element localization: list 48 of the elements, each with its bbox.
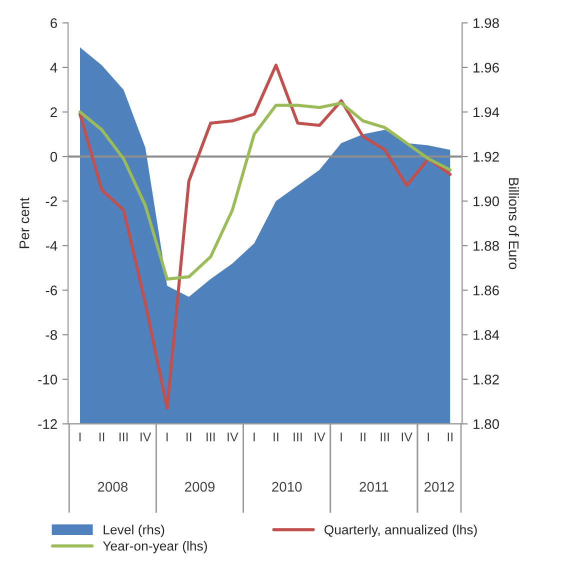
y-tick-label: -12 (38, 419, 57, 429)
x-tick-label: I (79, 432, 81, 442)
x-tick-label: IV (228, 432, 238, 442)
y-tick-label: -6 (46, 286, 58, 296)
y2-tick-label: 1.90 (474, 196, 500, 206)
y-tick-label: 0 (50, 152, 58, 162)
text: 2009 (185, 482, 215, 492)
x-tick-label: III (294, 432, 302, 442)
x-tick-label: II (448, 432, 452, 442)
x-tick-label: IV (402, 432, 412, 442)
x-tick-label: III (380, 432, 389, 442)
y-tick-label: -10 (38, 374, 58, 384)
x-tick-label: II (99, 432, 104, 442)
y2-tick-label: 1.82 (474, 374, 499, 384)
y-tick-label: -2 (46, 196, 57, 206)
legend-label: Year-on-year (lhs) (102, 540, 207, 554)
x-tick-label: III (120, 432, 128, 442)
y2-tick-label: 1.88 (474, 240, 499, 251)
y-tick-label: 4 (50, 62, 58, 72)
legend-label: Quarterly, annualized (lhs) (324, 524, 477, 538)
y2-tick-label: 1.80 (474, 419, 500, 430)
y2-tick-label: 1.86 (474, 286, 499, 296)
y2-tick-label: 1.94 (474, 107, 500, 118)
x-tick-label: I (428, 432, 429, 442)
x-tick-label: I (340, 432, 342, 442)
x-tick-label: IV (140, 432, 152, 442)
text: 2010 (272, 482, 302, 492)
y2-tick-label: 1.84 (474, 330, 500, 340)
y-tick-label: 6 (50, 18, 58, 28)
text: 2008 (98, 482, 128, 492)
x-tick-label: III (206, 432, 215, 442)
y-tick-label: -8 (46, 330, 58, 340)
x-tick-label: I (254, 432, 255, 442)
y2-tick-label: 1.96 (474, 62, 499, 73)
x-tick-label: II (186, 432, 192, 442)
x-tick-label: II (274, 432, 278, 442)
text: 2012 (424, 482, 454, 492)
y-tick-label: 2 (50, 107, 57, 118)
y-axis-title: Per cent (20, 198, 30, 248)
y-tick-label: -4 (46, 241, 58, 251)
y2-tick-label: 1.98 (474, 18, 499, 28)
x-tick-label: I (166, 432, 168, 442)
x-tick-label: IV (314, 432, 326, 442)
y2-axis-title: Billions of Euro (508, 178, 519, 270)
text: 2011 (360, 482, 388, 492)
x-tick-label: II (360, 432, 366, 442)
legend-label: Level (rhs) (104, 524, 164, 538)
y2-tick-label: 1.92 (474, 152, 499, 162)
